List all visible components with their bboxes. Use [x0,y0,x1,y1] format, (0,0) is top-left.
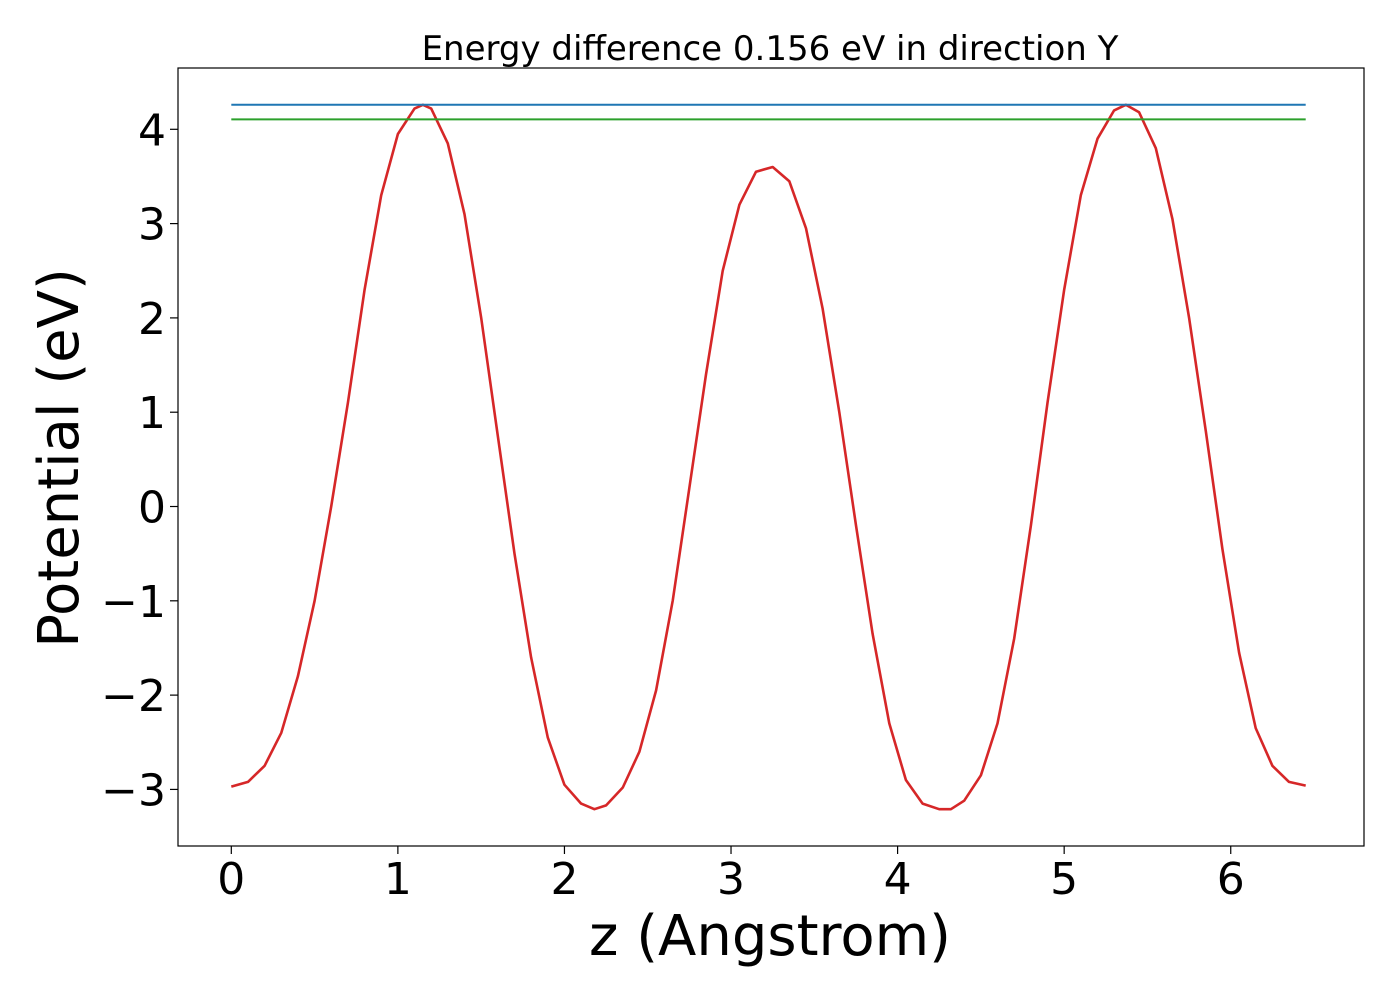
y-tick-label: 0 [138,483,166,534]
x-tick-label: 6 [1217,854,1245,905]
y-tick-label: −1 [101,577,166,628]
x-axis-label: z (Angstrom) [589,904,951,969]
x-tick-label: 2 [550,854,578,905]
plot-frame [177,67,1365,847]
y-tick-label: 4 [138,105,166,156]
series-layer [230,103,1306,811]
x-tick-label: 4 [884,854,912,905]
x-tick-label: 0 [217,854,245,905]
y-axis-label: Potential (eV) [27,268,92,648]
y-tick-label: 2 [138,294,166,345]
x-tick-label: 1 [384,854,412,905]
y-tick-label: −3 [101,765,166,816]
y-tick-label: 3 [138,200,166,251]
x-axis-ticks: 0 1 2 3 4 5 6 [217,846,1245,905]
chart-title: Energy difference 0.156 eV in direction … [422,29,1119,69]
y-axis-ticks: −3 −2 −1 0 1 2 3 4 [101,105,178,816]
y-tick-label: −2 [101,671,166,722]
y-tick-label: 1 [138,388,166,439]
x-tick-label: 3 [717,854,745,905]
x-tick-label: 5 [1050,854,1078,905]
